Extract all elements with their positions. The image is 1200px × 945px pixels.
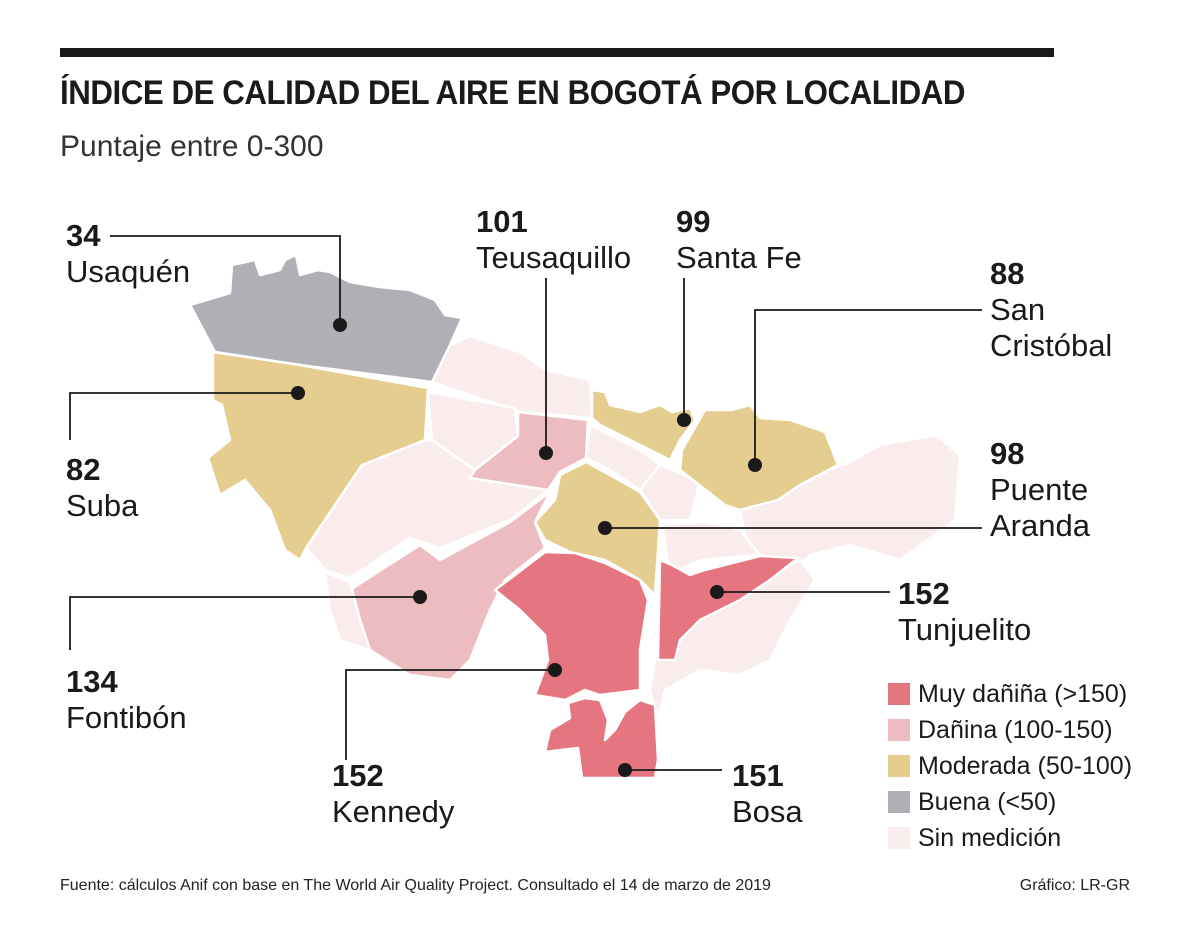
legend-label: Muy dañiña (>150) — [918, 679, 1128, 708]
label-value: 152 — [332, 758, 384, 793]
label-usaquen: 34 Usaquén — [66, 218, 190, 290]
legend-label: Sin medición — [918, 823, 1062, 852]
legend-item: Sin medición — [888, 820, 1132, 856]
label-name: Bosa — [732, 794, 803, 829]
source-note: Fuente: cálculos Anif con base en The Wo… — [60, 877, 771, 894]
label-suba: 82 Suba — [66, 452, 138, 524]
marker-santa-fe — [677, 413, 691, 427]
label-name: Puente — [990, 472, 1089, 507]
label-value: 101 — [476, 204, 528, 239]
label-bosa: 151 Bosa — [732, 758, 803, 830]
label-santa-fe: 99 Santa Fe — [676, 204, 802, 276]
label-name: Usaquén — [66, 254, 191, 289]
legend: Muy dañiña (>150) Dañina (100-150) Moder… — [888, 676, 1132, 856]
legend-label: Dañina (100-150) — [918, 715, 1113, 744]
legend-swatch — [888, 827, 910, 849]
leader-usaquen — [110, 235, 341, 325]
marker-teusaquillo — [539, 446, 553, 460]
label-name: Kennedy — [332, 794, 455, 829]
chart-subtitle: Puntaje entre 0-300 — [60, 130, 324, 163]
label-value: 134 — [66, 664, 118, 699]
label-name: San — [990, 292, 1046, 327]
leader-fontibon — [69, 596, 420, 650]
label-tunjuelito: 152 Tunjuelito — [898, 576, 1031, 648]
label-value: 82 — [66, 452, 101, 487]
label-kennedy: 152 Kennedy — [332, 758, 454, 830]
label-value: 151 — [732, 758, 784, 793]
label-san-cristobal: 88 San Cristóbal — [990, 256, 1112, 364]
marker-tunjuelito — [710, 585, 724, 599]
label-fontibon: 134 Fontibón — [66, 664, 187, 736]
chart-title: ÍNDICE DE CALIDAD DEL AIRE EN BOGOTÁ POR… — [60, 74, 966, 112]
legend-swatch — [888, 683, 910, 705]
region-fontibon — [348, 490, 552, 682]
label-value: 152 — [898, 576, 950, 611]
marker-puente-aranda — [598, 521, 612, 535]
marker-bosa — [618, 763, 632, 777]
marker-fontibon — [413, 590, 427, 604]
label-name: Cristóbal — [990, 328, 1113, 363]
region-sin-medicion-fontibon-west — [323, 570, 372, 652]
legend-swatch — [888, 791, 910, 813]
label-name: Suba — [66, 488, 139, 523]
label-name: Santa Fe — [676, 240, 802, 275]
label-puente-aranda: 98 Puente Aranda — [990, 436, 1090, 544]
legend-swatch — [888, 755, 910, 777]
legend-item: Muy dañiña (>150) — [888, 676, 1132, 712]
region-bosa — [543, 696, 660, 780]
label-name: Tunjuelito — [898, 612, 1032, 647]
region-santa-fe — [590, 388, 697, 462]
leader-san-cristobal — [754, 309, 982, 465]
legend-item: Moderada (50-100) — [888, 748, 1132, 784]
marker-usaquen — [333, 318, 347, 332]
top-rule — [60, 48, 1054, 57]
label-value: 88 — [990, 256, 1025, 291]
marker-suba — [291, 386, 305, 400]
region-san-cristobal — [678, 403, 840, 512]
region-tunjuelito — [656, 554, 800, 662]
label-value: 99 — [676, 204, 711, 239]
region-kennedy — [493, 550, 650, 702]
marker-san-cristobal — [748, 458, 762, 472]
leader-kennedy — [345, 669, 555, 760]
legend-label: Moderada (50-100) — [918, 751, 1133, 780]
label-name: Teusaquillo — [476, 240, 632, 275]
label-name: Fontibón — [66, 700, 187, 735]
credit-note: Gráfico: LR-GR — [1019, 877, 1130, 894]
leader-suba — [69, 392, 298, 440]
marker-kennedy — [548, 663, 562, 677]
label-value: 34 — [66, 218, 101, 253]
label-value: 98 — [990, 436, 1025, 471]
region-teusaquillo — [468, 410, 590, 492]
legend-item: Dañina (100-150) — [888, 712, 1132, 748]
legend-item: Buena (<50) — [888, 784, 1132, 820]
label-teusaquillo: 101 Teusaquillo — [476, 204, 631, 276]
region-suba — [206, 350, 430, 562]
legend-label: Buena (<50) — [918, 787, 1057, 816]
label-name: Aranda — [990, 508, 1090, 543]
legend-swatch — [888, 719, 910, 741]
